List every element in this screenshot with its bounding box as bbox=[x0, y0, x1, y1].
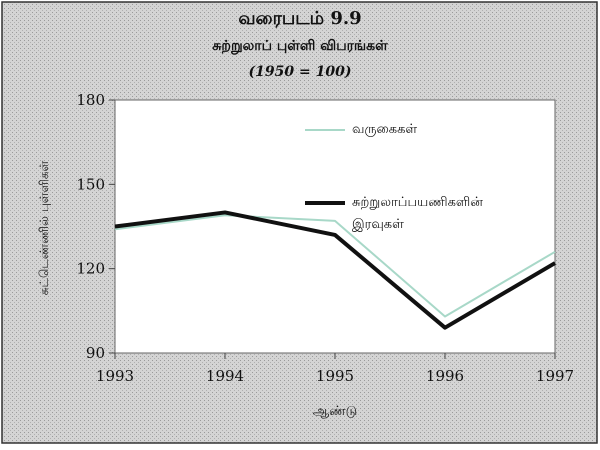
legend-label: சுற்றுலாப்பயணிகளின் இரவுகள் bbox=[352, 195, 483, 232]
chart-note: (1950 = 100) bbox=[249, 64, 352, 80]
series-line bbox=[114, 210, 557, 330]
y-tick-label: 150 bbox=[76, 175, 105, 193]
x-axis-label: ஆண்டு bbox=[313, 404, 358, 419]
x-tick-label: 1994 bbox=[206, 367, 244, 385]
x-tick-label: 1993 bbox=[96, 367, 134, 385]
y-tick-label: 120 bbox=[76, 260, 105, 278]
x-tick-label: 1995 bbox=[316, 367, 354, 385]
x-tick-label: 1996 bbox=[426, 367, 464, 385]
chart-title: வரைபடம் 9.9 bbox=[238, 8, 361, 29]
x-tick-label: 1997 bbox=[536, 367, 574, 385]
y-tick-label: 90 bbox=[86, 344, 105, 362]
y-axis-label: சுட்டெண்ணில் புள்ளிகள் bbox=[37, 160, 51, 295]
plot-area bbox=[114, 99, 556, 354]
chart-subtitle: சுற்றுலாப் புள்ளி விபரங்கள் bbox=[212, 38, 388, 54]
y-tick-label: 180 bbox=[76, 91, 105, 109]
legend-label: வருகைகள் bbox=[352, 122, 418, 137]
series-line bbox=[114, 214, 556, 318]
